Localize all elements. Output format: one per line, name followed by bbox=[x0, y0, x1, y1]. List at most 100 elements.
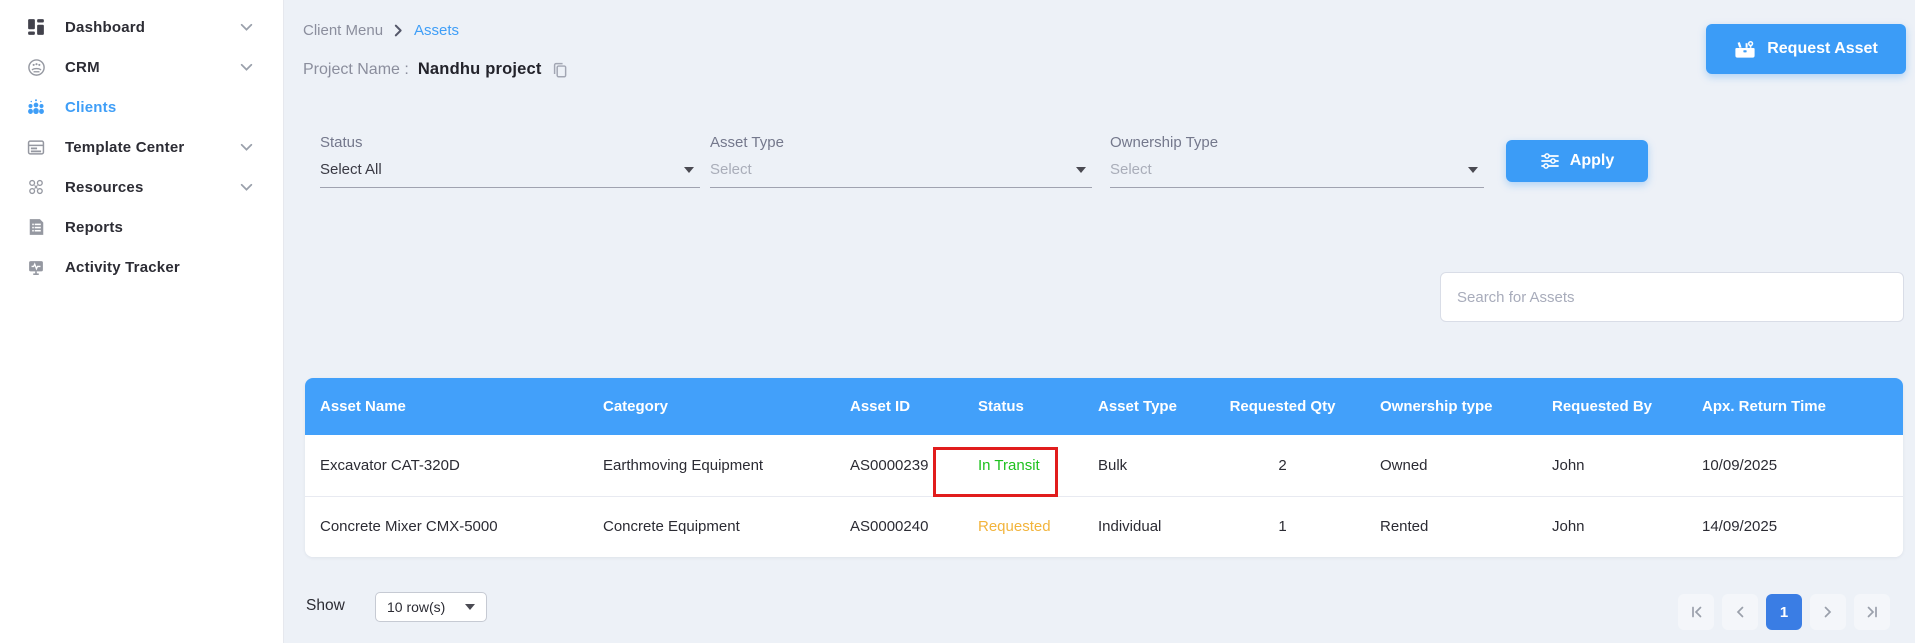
asset-type-filter-value: Select bbox=[710, 161, 752, 178]
chevron-down-icon bbox=[240, 63, 253, 72]
apply-button[interactable]: Apply bbox=[1506, 140, 1648, 182]
cell-asset-name: Excavator CAT-320D bbox=[305, 435, 588, 496]
asset-type-filter-select[interactable]: Asset Type Select bbox=[710, 134, 1092, 188]
sidebar-item-clients[interactable]: Clients bbox=[0, 87, 283, 127]
table-row: Excavator CAT-320D Earthmoving Equipment… bbox=[305, 435, 1903, 496]
col-asset-type: Asset Type bbox=[1083, 378, 1200, 435]
copy-icon[interactable] bbox=[551, 61, 569, 79]
col-asset-name: Asset Name bbox=[305, 378, 588, 435]
pagination: 1 bbox=[1678, 594, 1890, 630]
cell-asset-id: AS0000239 bbox=[835, 435, 963, 496]
search-input[interactable] bbox=[1441, 273, 1903, 321]
first-page-button[interactable] bbox=[1678, 594, 1714, 630]
cell-requested-by: John bbox=[1537, 495, 1687, 557]
col-apx-return-time: Apx. Return Time bbox=[1687, 378, 1903, 435]
breadcrumb-assets[interactable]: Assets bbox=[414, 22, 460, 39]
ownership-type-filter-select[interactable]: Ownership Type Select bbox=[1110, 134, 1484, 188]
rows-per-page-select[interactable]: 10 row(s) bbox=[375, 592, 487, 622]
dropdown-arrow-icon bbox=[1468, 166, 1478, 173]
cell-category: Concrete Equipment bbox=[588, 495, 835, 557]
last-page-icon bbox=[1865, 605, 1880, 619]
request-asset-label: Request Asset bbox=[1767, 40, 1878, 57]
chevron-down-icon bbox=[240, 143, 253, 152]
sidebar-item-activity-tracker[interactable]: Activity Tracker bbox=[0, 247, 283, 287]
cell-requested-by: John bbox=[1537, 435, 1687, 496]
next-page-button[interactable] bbox=[1810, 594, 1846, 630]
col-ownership-type: Ownership type bbox=[1365, 378, 1537, 435]
sidebar-item-label: Clients bbox=[65, 98, 117, 116]
table-header-row: Asset Name Category Asset ID Status Asse… bbox=[305, 378, 1903, 435]
chevron-right-icon bbox=[394, 24, 403, 37]
cell-requested-qty: 2 bbox=[1200, 435, 1365, 496]
cell-asset-id: AS0000240 bbox=[835, 495, 963, 557]
sidebar-item-label: Resources bbox=[65, 178, 144, 196]
col-status: Status bbox=[963, 378, 1083, 435]
cell-category: Earthmoving Equipment bbox=[588, 435, 835, 496]
sidebar-item-reports[interactable]: Reports bbox=[0, 207, 283, 247]
previous-page-button[interactable] bbox=[1722, 594, 1758, 630]
sidebar: Dashboard CRM Clients Template Cen bbox=[0, 0, 284, 643]
template-center-icon bbox=[25, 138, 47, 156]
sidebar-item-crm[interactable]: CRM bbox=[0, 47, 283, 87]
cell-asset-type: Bulk bbox=[1083, 435, 1200, 496]
chevron-down-icon bbox=[240, 23, 253, 32]
sidebar-item-label: Activity Tracker bbox=[65, 258, 180, 276]
cell-requested-qty: 1 bbox=[1200, 495, 1365, 557]
ownership-type-filter-label: Ownership Type bbox=[1110, 134, 1219, 151]
toolbox-icon bbox=[1734, 39, 1756, 59]
crm-icon bbox=[25, 58, 47, 76]
col-asset-id: Asset ID bbox=[835, 378, 963, 435]
last-page-button[interactable] bbox=[1854, 594, 1890, 630]
status-filter-value: Select All bbox=[320, 161, 382, 178]
col-category: Category bbox=[588, 378, 835, 435]
status-badge: Requested bbox=[978, 518, 1051, 536]
breadcrumb-client-menu[interactable]: Client Menu bbox=[303, 22, 384, 39]
sidebar-item-label: Reports bbox=[65, 218, 124, 236]
ownership-type-filter-value: Select bbox=[1110, 161, 1152, 178]
cell-status: Requested bbox=[963, 495, 1083, 557]
first-page-icon bbox=[1689, 605, 1704, 619]
cell-apx-return-time: 10/09/2025 bbox=[1687, 435, 1903, 496]
sliders-icon bbox=[1540, 152, 1560, 170]
sidebar-item-label: Dashboard bbox=[65, 18, 146, 36]
resources-icon bbox=[25, 178, 47, 196]
project-name-row: Project Name : Nandhu project bbox=[303, 60, 569, 79]
rows-per-page-value: 10 row(s) bbox=[387, 599, 446, 615]
chevron-left-icon bbox=[1735, 605, 1745, 619]
asset-type-filter-label: Asset Type bbox=[710, 134, 784, 151]
apply-label: Apply bbox=[1569, 152, 1615, 169]
sidebar-item-label: CRM bbox=[65, 58, 100, 76]
search-box bbox=[1440, 272, 1904, 322]
assets-table: Asset Name Category Asset ID Status Asse… bbox=[305, 378, 1903, 557]
sidebar-item-label: Template Center bbox=[65, 138, 185, 156]
col-requested-qty: Requested Qty bbox=[1200, 378, 1365, 435]
sidebar-item-resources[interactable]: Resources bbox=[0, 167, 283, 207]
clients-icon bbox=[25, 98, 47, 116]
cell-asset-name: Concrete Mixer CMX-5000 bbox=[305, 495, 588, 557]
reports-icon bbox=[25, 218, 47, 236]
status-badge: In Transit bbox=[978, 456, 1040, 474]
page-1-button[interactable]: 1 bbox=[1766, 594, 1802, 630]
project-name-value: Nandhu project bbox=[417, 60, 542, 78]
cell-apx-return-time: 14/09/2025 bbox=[1687, 495, 1903, 557]
chevron-right-icon bbox=[1823, 605, 1833, 619]
project-name-label: Project Name : bbox=[303, 60, 409, 78]
breadcrumb: Client Menu Assets bbox=[303, 22, 459, 39]
dropdown-arrow-icon bbox=[1076, 166, 1086, 173]
dashboard-icon bbox=[25, 18, 47, 36]
show-label: Show bbox=[306, 597, 345, 614]
chevron-down-icon bbox=[240, 183, 253, 192]
cell-ownership-type: Rented bbox=[1365, 495, 1537, 557]
col-requested-by: Requested By bbox=[1537, 378, 1687, 435]
cell-asset-type: Individual bbox=[1083, 495, 1200, 557]
dropdown-arrow-icon bbox=[684, 166, 694, 173]
dropdown-arrow-icon bbox=[465, 604, 475, 610]
sidebar-item-template-center[interactable]: Template Center bbox=[0, 127, 283, 167]
status-filter-select[interactable]: Status Select All bbox=[320, 134, 700, 188]
table-row: Concrete Mixer CMX-5000 Concrete Equipme… bbox=[305, 495, 1903, 557]
cell-status: In Transit bbox=[963, 435, 1083, 496]
sidebar-item-dashboard[interactable]: Dashboard bbox=[0, 7, 283, 47]
request-asset-button[interactable]: Request Asset bbox=[1706, 24, 1906, 74]
activity-tracker-icon bbox=[25, 258, 47, 276]
